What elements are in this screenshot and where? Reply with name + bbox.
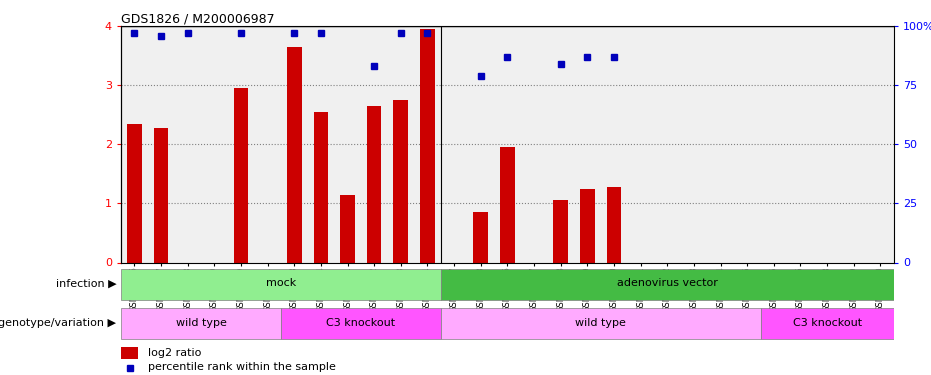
Bar	[607, 188, 621, 262]
Bar	[314, 112, 329, 262]
Text: C3 knockout: C3 knockout	[326, 318, 396, 328]
Bar	[340, 195, 355, 262]
Bar	[440, 269, 894, 300]
Text: genotype/variation ▶: genotype/variation ▶	[0, 318, 116, 328]
Text: wild type: wild type	[575, 318, 626, 328]
Text: adenovirus vector: adenovirus vector	[617, 278, 718, 288]
Bar	[127, 124, 142, 262]
Bar	[474, 212, 488, 262]
Bar	[154, 128, 169, 262]
Text: wild type: wild type	[176, 318, 226, 328]
Text: infection ▶: infection ▶	[56, 279, 116, 289]
Text: mock: mock	[265, 278, 296, 288]
Bar	[440, 308, 761, 339]
Bar	[394, 100, 408, 262]
Bar	[121, 269, 440, 300]
Bar	[500, 147, 515, 262]
Bar	[553, 201, 568, 262]
Bar	[281, 308, 440, 339]
Text: log2 ratio: log2 ratio	[148, 348, 201, 358]
Text: percentile rank within the sample: percentile rank within the sample	[148, 363, 336, 372]
Bar	[287, 47, 302, 262]
Bar	[420, 29, 435, 262]
Bar	[234, 88, 249, 262]
Text: GDS1826 / M200006987: GDS1826 / M200006987	[121, 12, 275, 25]
Bar	[121, 308, 281, 339]
Bar	[121, 347, 138, 358]
Bar	[367, 106, 382, 262]
Bar	[580, 189, 595, 262]
Bar	[761, 308, 894, 339]
Text: C3 knockout: C3 knockout	[792, 318, 862, 328]
